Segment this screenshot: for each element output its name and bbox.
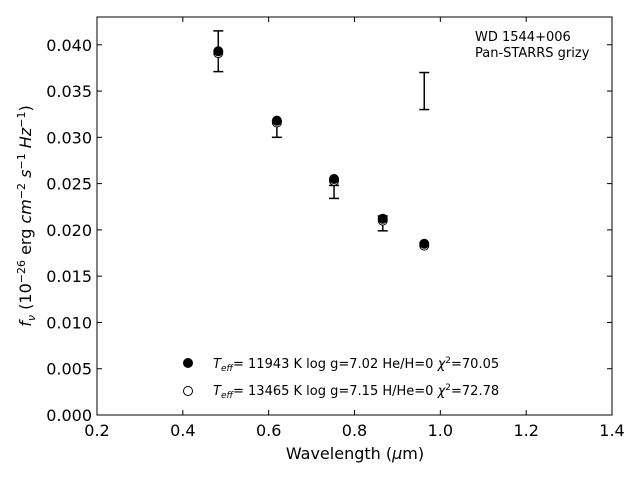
x-axis-label: Wavelength (μm)	[286, 444, 424, 463]
model-point-filled	[329, 173, 340, 184]
annotation-line-2: Pan-STARRS grizy	[475, 46, 590, 61]
axes-frame	[96, 16, 613, 416]
legend-entry-2: Teff= 13465 K log g=7.15 H/He=0 χ2=72.78	[213, 383, 499, 401]
x-tick-label: 1.2	[513, 421, 538, 440]
legend-marker-filled	[183, 358, 193, 368]
y-tick-label: 0.030	[46, 128, 92, 147]
x-tick-label: 0.6	[256, 421, 281, 440]
annotation-line-1: WD 1544+006	[475, 30, 571, 45]
x-tick-label: 1.4	[599, 421, 624, 440]
y-tick-label: 0.005	[46, 360, 92, 379]
x-tick-label: 0.2	[84, 421, 109, 440]
y-tick-label: 0.040	[46, 36, 92, 55]
observed-errorbar	[419, 71, 430, 111]
model-point-filled	[213, 46, 224, 57]
model-point-filled	[271, 115, 282, 126]
y-tick-label: 0.015	[46, 267, 92, 286]
ticks: 0.2 0.4 0.6 0.8 1.0 1.2 1.4 0.000 0.005 0.010 0.01…	[46, 17, 625, 440]
y-tick-label: 0.035	[46, 82, 92, 101]
model-point-filled	[419, 238, 430, 249]
legend: Teff= 11943 K log g=7.02 He/H=0 χ2=70.05…	[183, 356, 499, 401]
x-tick-label: 1.0	[428, 421, 453, 440]
y-tick-label: 0.020	[46, 221, 92, 240]
observed-errorbars	[213, 30, 430, 232]
x-tick-label: 0.8	[342, 421, 367, 440]
y-tick-label: 0.010	[46, 313, 92, 332]
y-tick-label: 0.000	[46, 406, 92, 425]
legend-entry-1: Teff= 11943 K log g=7.02 He/H=0 χ2=70.05	[213, 356, 499, 374]
y-axis-label: fν (10−26 erg cm−2 s−1 Hz−1)	[15, 105, 38, 326]
y-tick-label: 0.025	[46, 175, 92, 194]
model-points	[213, 46, 430, 251]
x-tick-label: 0.4	[170, 421, 195, 440]
legend-marker-open	[183, 386, 193, 396]
model-point-filled	[377, 213, 388, 224]
observed-errorbar	[329, 184, 340, 200]
